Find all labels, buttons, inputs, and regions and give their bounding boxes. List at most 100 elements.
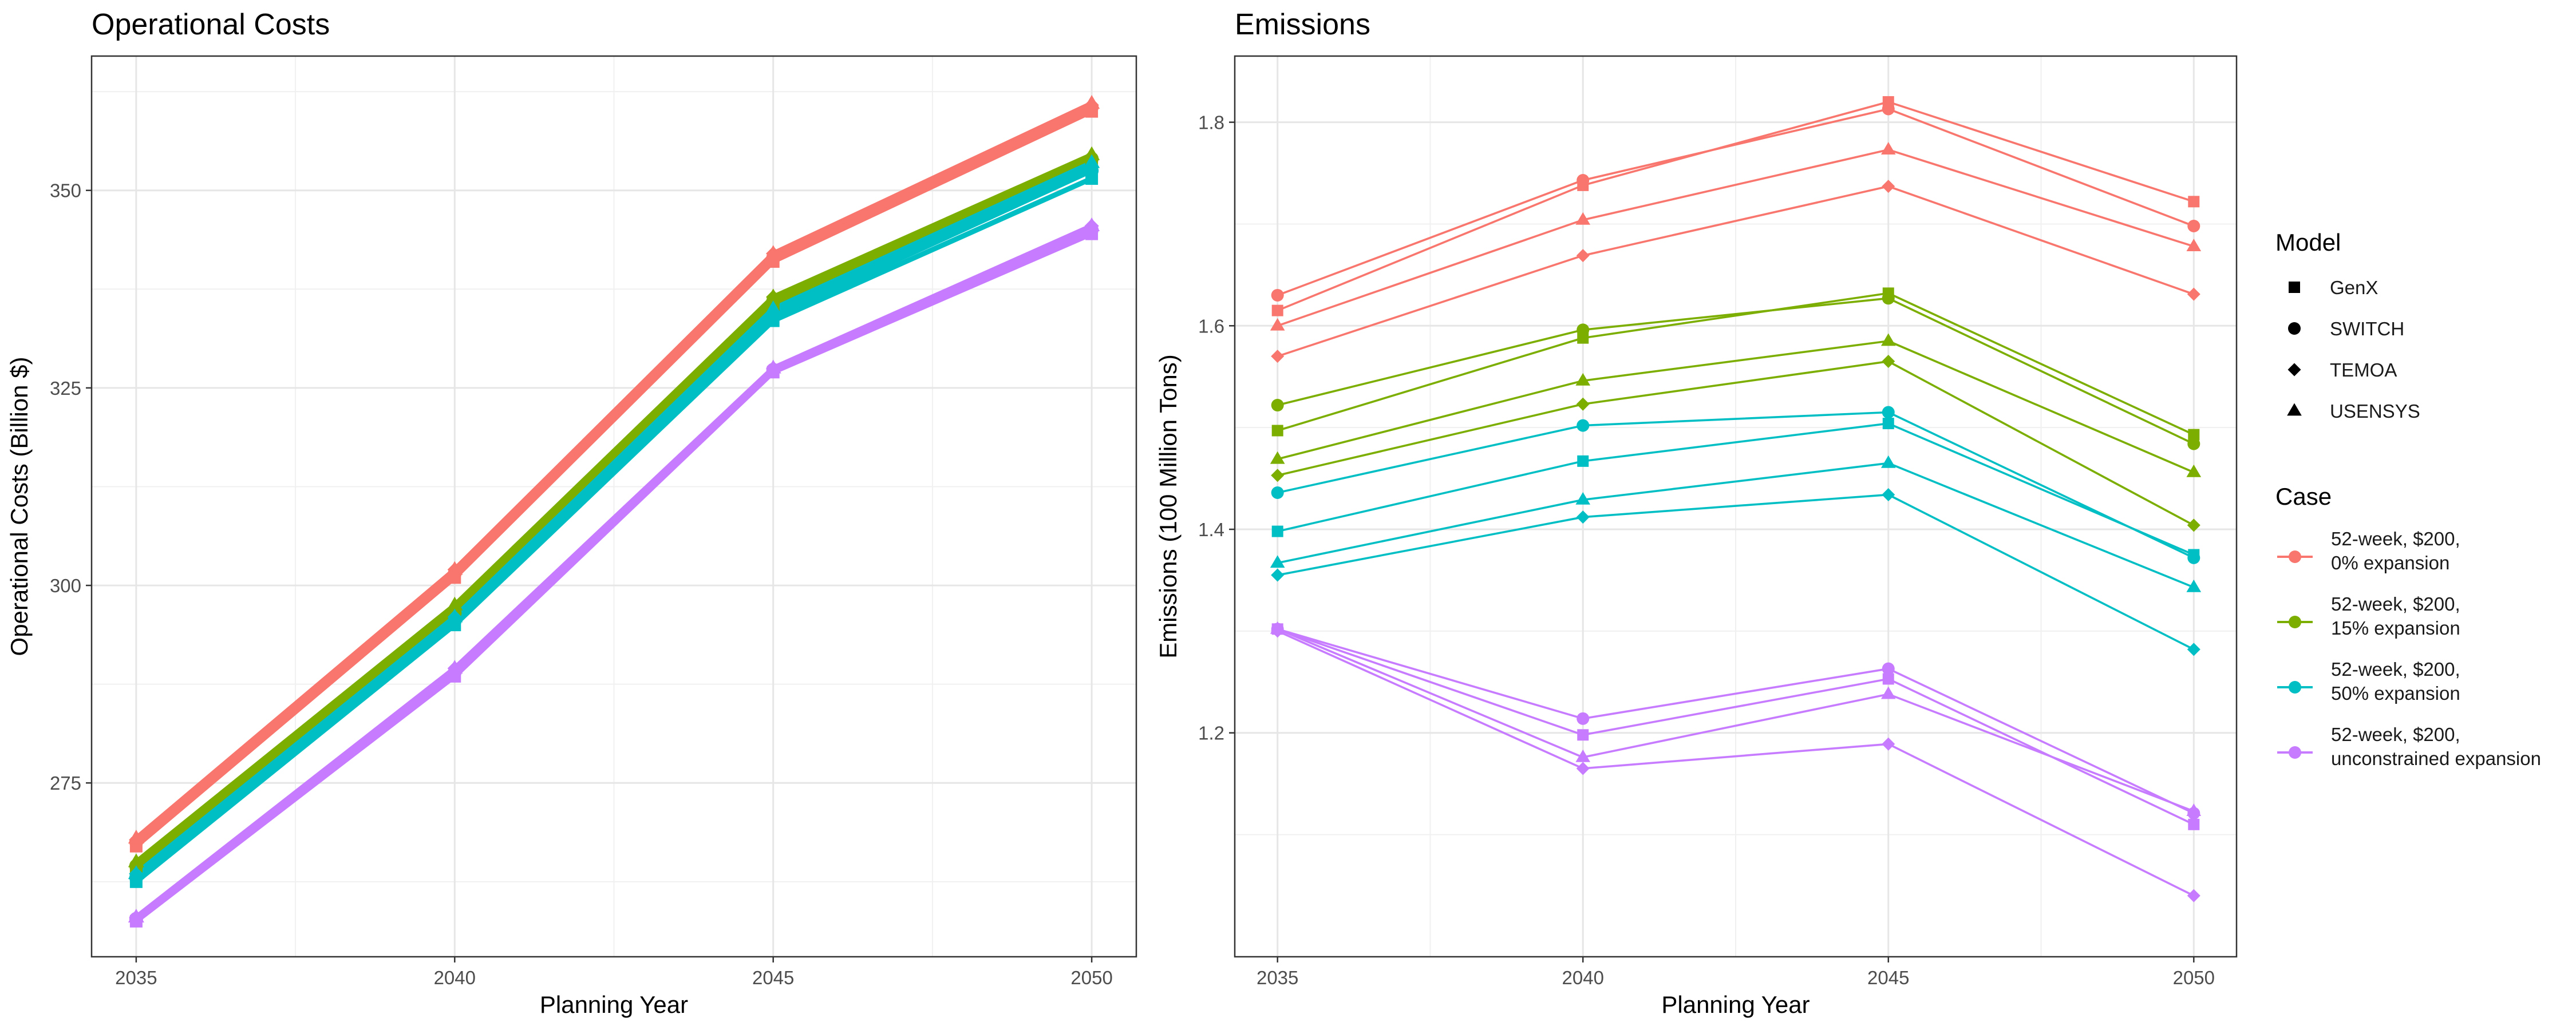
- data-point: [1882, 180, 1895, 193]
- x-tick-label: 2050: [2173, 967, 2215, 988]
- operational-costs-chart: 2035 2040 2045 2050 275 300 325 350 Operational …: [6, 8, 1137, 1018]
- data-point: [1271, 304, 1283, 316]
- data-point: [447, 596, 463, 611]
- chart-title: Operational Costs: [92, 8, 330, 41]
- data-point: [2187, 518, 2200, 532]
- data-point: [2187, 643, 2200, 656]
- x-tick-label: 2045: [1867, 967, 1909, 988]
- series-line: [133, 160, 1095, 877]
- data-point: [1083, 94, 1100, 109]
- legend-diamond-icon: [2287, 363, 2301, 377]
- series-line: [1276, 630, 2195, 897]
- x-tick-label: 2040: [1562, 967, 1604, 988]
- y-tick-label: 1.8: [1198, 112, 1224, 133]
- y-tick-label: 1.6: [1198, 315, 1224, 336]
- data-point: [1083, 217, 1100, 232]
- series-line: [1276, 628, 2195, 813]
- series-line: [1276, 340, 2195, 474]
- legend-case-title: Case: [2275, 483, 2332, 510]
- data-point: [1083, 154, 1100, 168]
- data-point: [2187, 220, 2200, 233]
- data-point: [2188, 196, 2200, 208]
- data-point: [2186, 464, 2202, 477]
- data-point: [1882, 355, 1895, 369]
- series-line: [133, 109, 1095, 849]
- data-point: [1270, 451, 1285, 464]
- series-line: [133, 152, 1095, 865]
- data-point: [447, 660, 463, 674]
- legend-case-label: 15% expansion: [2331, 617, 2460, 639]
- data-point: [1575, 212, 1591, 225]
- x-tick-label: 2035: [115, 967, 157, 988]
- data-point: [1271, 399, 1284, 412]
- data-point: [2188, 818, 2200, 830]
- data-point: [2188, 429, 2200, 441]
- series-line: [133, 168, 1095, 881]
- data-point: [1576, 510, 1590, 524]
- legend: Model GenX SWITCH TEMOA USENSYS Case 52-week, …: [2275, 229, 2541, 769]
- data-point: [1576, 762, 1590, 775]
- data-point: [2187, 437, 2200, 450]
- data-point: [447, 561, 463, 575]
- x-tick-label: 2045: [752, 967, 794, 988]
- y-tick-label: 1.4: [1198, 519, 1224, 540]
- data-point: [1577, 323, 1590, 336]
- legend-model-title: Model: [2275, 229, 2341, 256]
- y-tick-label: 325: [50, 378, 81, 399]
- legend-model-label: GenX: [2330, 277, 2378, 298]
- data-point: [128, 853, 145, 867]
- data-point: [1576, 397, 1590, 411]
- data-point: [1575, 749, 1591, 762]
- x-tick-label: 2050: [1070, 967, 1112, 988]
- data-point: [1882, 488, 1895, 502]
- data-point: [1271, 288, 1284, 302]
- data-point: [1577, 173, 1590, 187]
- series-line: [1276, 493, 2195, 651]
- legend-case-label: unconstrained expansion: [2331, 748, 2541, 769]
- data-point: [1575, 373, 1591, 386]
- series-line: [1276, 462, 2195, 589]
- emissions-chart: 2035 2040 2045 2050 1.2 1.4 1.6 1.8 Emissions Pla…: [1155, 8, 2238, 1018]
- data-point: [1882, 673, 1894, 685]
- data-point: [2186, 239, 2202, 251]
- series-line: [1276, 108, 2195, 296]
- legend-model-label: USENSYS: [2330, 401, 2420, 422]
- data-point: [1271, 525, 1283, 537]
- y-axis-title: Operational Costs (Billion $): [6, 357, 33, 656]
- data-point: [1576, 249, 1590, 263]
- plot-border: [90, 55, 1137, 958]
- data-point: [128, 865, 145, 880]
- y-tick-label: 1.2: [1198, 723, 1224, 744]
- data-point: [1270, 621, 1285, 634]
- legend-case-point: [2289, 681, 2301, 694]
- data-point: [447, 608, 463, 623]
- data-point: [1577, 419, 1590, 432]
- data-point: [1577, 455, 1589, 467]
- x-axis-title: Planning Year: [540, 991, 688, 1018]
- data-point: [765, 288, 781, 303]
- series-line: [133, 101, 1095, 841]
- series-line: [1276, 422, 2195, 556]
- data-point: [1880, 686, 1896, 699]
- data-point: [1577, 712, 1590, 725]
- legend-triangle-icon: [2287, 403, 2302, 416]
- series-line: [133, 176, 1095, 885]
- data-point: [2186, 579, 2202, 592]
- data-point: [1271, 425, 1283, 437]
- x-tick-label: 2035: [1257, 967, 1298, 988]
- data-point: [1882, 737, 1895, 751]
- data-point: [1083, 146, 1100, 160]
- data-point: [2187, 889, 2200, 902]
- x-tick-label: 2040: [434, 967, 476, 988]
- data-point: [2186, 803, 2202, 817]
- series-line: [1276, 185, 2195, 358]
- x-axis-title: Planning Year: [1661, 991, 1809, 1018]
- legend-case-label: 0% expansion: [2331, 552, 2449, 573]
- y-tick-label: 275: [50, 772, 81, 794]
- legend-model-label: SWITCH: [2330, 318, 2404, 339]
- data-point: [1270, 318, 1285, 331]
- chart-title: Emissions: [1235, 8, 1370, 41]
- legend-case-point: [2289, 550, 2301, 563]
- data-point: [765, 300, 781, 315]
